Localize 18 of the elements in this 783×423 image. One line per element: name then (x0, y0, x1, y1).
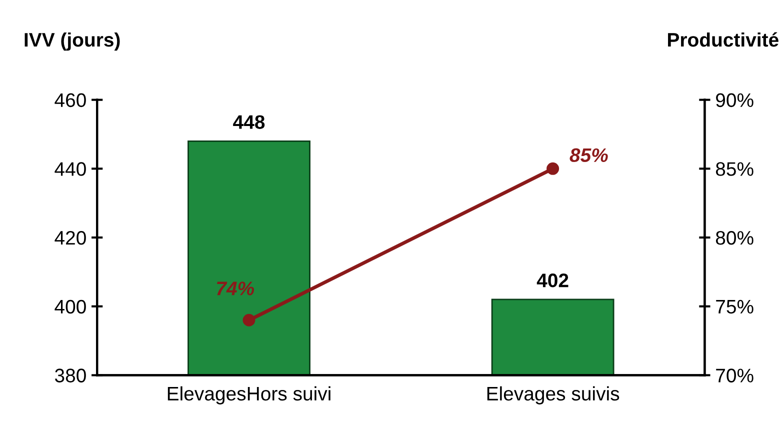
y-tick-label: 400 (54, 300, 86, 314)
y-tick-label: 460 (54, 93, 86, 108)
y2-tick-label: 75% (716, 300, 754, 314)
y-axis-title: IVV (jours) (24, 32, 120, 51)
data-label: 448 (233, 115, 265, 129)
y2-tick-label: 70% (716, 368, 754, 382)
y2-tick-label: 90% (716, 93, 754, 108)
y2-tick-label: 85% (716, 162, 754, 176)
y-tick-label: 380 (54, 368, 86, 382)
y2-axis-title: Productivité (668, 32, 778, 47)
data-label: 85% (570, 148, 608, 162)
x-tick-label: ElevagesHors suivi (168, 386, 330, 404)
data-label: 402 (536, 274, 568, 288)
y2-tick-label: 80% (716, 230, 754, 245)
x-tick-label: Elevages suivis (487, 386, 620, 404)
y-tick-label: 440 (54, 162, 86, 176)
data-label: 74% (217, 282, 254, 296)
y-tick-label: 420 (54, 230, 86, 245)
